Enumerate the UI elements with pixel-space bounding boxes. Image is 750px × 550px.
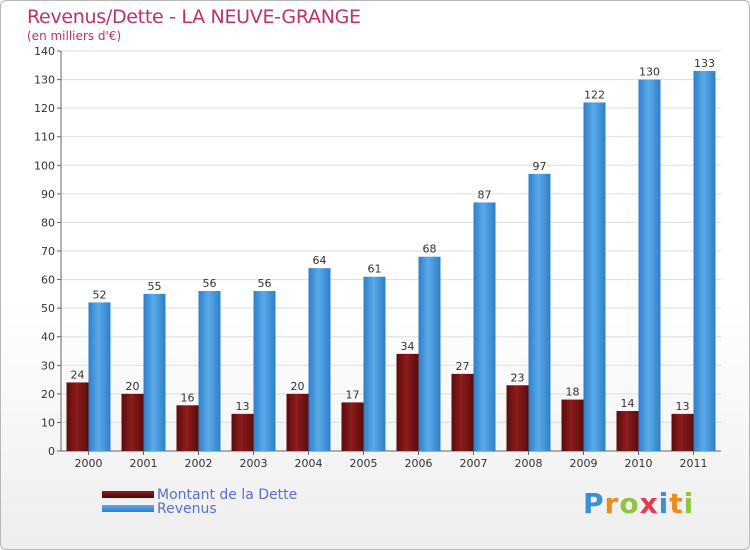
- bar-dette-2007: [451, 373, 474, 451]
- data-label-dette-2008: 23: [511, 371, 525, 384]
- x-tick-label-2005: 2005: [350, 457, 378, 470]
- data-label-dette-2002: 16: [181, 391, 195, 404]
- data-label-revenus-2009: 122: [584, 88, 605, 101]
- bar-dette-2008: [506, 385, 529, 451]
- y-tick-label-10: 10: [41, 416, 55, 429]
- y-tick-label-20: 20: [41, 388, 55, 401]
- x-tick-label-2011: 2011: [680, 457, 708, 470]
- bar-revenus-2001: [143, 293, 166, 451]
- y-tick-label-80: 80: [41, 216, 55, 229]
- bar-revenus-2011: [693, 71, 716, 451]
- bar-dette-2009: [561, 399, 584, 451]
- bar-revenus-2009: [583, 102, 606, 451]
- data-label-revenus-2001: 55: [148, 280, 162, 293]
- y-tick-label-0: 0: [48, 445, 55, 458]
- legend-swatch-dette: [102, 491, 154, 498]
- legend-swatch-revenus: [102, 505, 154, 512]
- x-tick-label-2004: 2004: [295, 457, 323, 470]
- bar-revenus-2008: [528, 173, 551, 451]
- legend-label-revenus: Revenus: [157, 501, 217, 517]
- y-tick-label-140: 140: [34, 45, 55, 58]
- data-label-revenus-2007: 87: [478, 188, 492, 201]
- bar-revenus-2006: [418, 256, 441, 451]
- logo-letter: P: [583, 487, 605, 520]
- logo-letter: o: [619, 487, 640, 520]
- data-label-revenus-2000: 52: [93, 288, 107, 301]
- logo-letter: r: [604, 487, 620, 520]
- chart-title: Revenus/Dette - LA NEUVE-GRANGE: [27, 6, 361, 28]
- y-tick-label-90: 90: [41, 188, 55, 201]
- bar-revenus-2005: [363, 276, 386, 451]
- y-tick-label-130: 130: [34, 74, 55, 87]
- bar-revenus-2004: [308, 268, 331, 451]
- bar-dette-2002: [176, 405, 199, 451]
- data-label-dette-2006: 34: [401, 340, 415, 353]
- data-label-dette-2003: 13: [236, 400, 250, 413]
- bar-revenus-2010: [638, 79, 661, 452]
- y-tick-label-40: 40: [41, 331, 55, 344]
- data-label-revenus-2002: 56: [203, 277, 217, 290]
- logo-letter: i: [683, 487, 695, 520]
- x-tick-label-2009: 2009: [570, 457, 598, 470]
- y-tick-label-120: 120: [34, 102, 55, 115]
- bar-dette-2004: [286, 393, 309, 451]
- data-label-dette-2007: 27: [456, 360, 470, 373]
- bar-dette-2001: [121, 393, 144, 451]
- data-label-revenus-2011: 133: [694, 57, 715, 70]
- data-label-revenus-2004: 64: [313, 254, 327, 267]
- logo-letter: i: [658, 487, 670, 520]
- data-label-dette-2010: 14: [621, 397, 635, 410]
- x-tick-label-2001: 2001: [130, 457, 158, 470]
- x-tick-label-2007: 2007: [460, 457, 488, 470]
- logo-letter: t: [669, 487, 684, 520]
- bar-dette-2010: [616, 411, 639, 451]
- bar-dette-2005: [341, 402, 364, 451]
- data-label-dette-2001: 20: [126, 380, 140, 393]
- logo-letter: x: [639, 487, 659, 520]
- bar-revenus-2003: [253, 291, 276, 451]
- proxiti-logo: Proxiti: [583, 487, 694, 520]
- bar-dette-2000: [66, 382, 89, 451]
- x-tick-label-2003: 2003: [240, 457, 268, 470]
- data-label-dette-2009: 18: [566, 386, 580, 399]
- data-label-dette-2005: 17: [346, 388, 360, 401]
- x-tick-label-2002: 2002: [185, 457, 213, 470]
- bar-dette-2003: [231, 413, 254, 451]
- bar-dette-2006: [396, 353, 419, 451]
- data-label-revenus-2006: 68: [423, 243, 437, 256]
- x-tick-label-2010: 2010: [625, 457, 653, 470]
- x-tick-label-2008: 2008: [515, 457, 543, 470]
- legend-label-dette: Montant de la Dette: [157, 487, 298, 503]
- bar-dette-2011: [671, 413, 694, 451]
- data-label-revenus-2005: 61: [368, 263, 382, 276]
- bar-revenus-2002: [198, 291, 221, 451]
- y-tick-label-60: 60: [41, 274, 55, 287]
- y-tick-label-30: 30: [41, 359, 55, 372]
- data-label-dette-2000: 24: [71, 368, 85, 381]
- x-tick-label-2006: 2006: [405, 457, 433, 470]
- x-tick-label-2000: 2000: [75, 457, 103, 470]
- bar-revenus-2000: [88, 302, 111, 451]
- y-tick-label-100: 100: [34, 159, 55, 172]
- bar-revenus-2007: [473, 202, 496, 451]
- data-label-revenus-2010: 130: [639, 66, 660, 79]
- y-tick-label-70: 70: [41, 245, 55, 258]
- chart-subtitle: (en milliers d'€): [27, 29, 122, 43]
- data-label-revenus-2003: 56: [258, 277, 272, 290]
- y-tick-label-110: 110: [34, 131, 55, 144]
- data-label-dette-2004: 20: [291, 380, 305, 393]
- data-label-revenus-2008: 97: [533, 160, 547, 173]
- y-tick-label-50: 50: [41, 302, 55, 315]
- data-label-dette-2011: 13: [676, 400, 690, 413]
